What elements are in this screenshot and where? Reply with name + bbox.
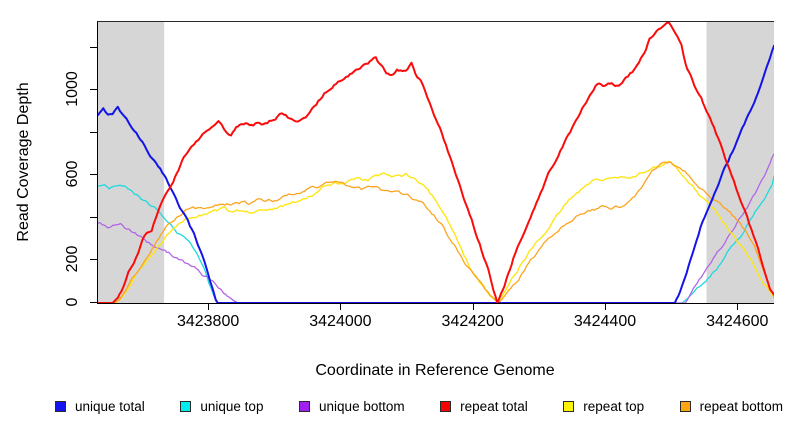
series-line-unique-bottom [98, 153, 774, 303]
legend-label: unique top [200, 399, 264, 414]
x-axis-tick [604, 303, 606, 310]
legend-label: repeat total [460, 399, 528, 414]
shaded-repeat-region [98, 22, 165, 303]
legend-swatch-icon [299, 401, 311, 412]
legend-label: repeat bottom [699, 399, 783, 414]
x-tick-label: 3424400 [573, 313, 637, 330]
legend-item: unique top [180, 399, 263, 414]
x-tick-label: 3424200 [441, 313, 504, 330]
legend-item: unique total [55, 399, 145, 414]
series-line-unique-total [98, 44, 774, 303]
x-axis-tick [340, 303, 342, 310]
y-axis-tick [90, 131, 97, 133]
y-axis-tick [90, 174, 97, 176]
y-tick-label: 200 [64, 246, 81, 273]
plot-area [97, 21, 774, 304]
y-tick-label: 1000 [64, 71, 81, 108]
legend-item: unique bottom [299, 399, 405, 414]
legend-swatch-icon [55, 401, 66, 412]
x-axis-tick [472, 303, 474, 310]
x-tick-label: 3423800 [176, 313, 240, 330]
legend-item: repeat bottom [679, 399, 783, 414]
series-line-repeat-bottom [98, 161, 774, 303]
legend: unique total unique top unique bottom repea… [55, 399, 783, 414]
y-axis-tick [90, 259, 97, 261]
y-axis-title: Read Coverage Depth [15, 82, 32, 242]
x-axis-tick [737, 303, 739, 310]
legend-swatch-icon [180, 401, 192, 412]
y-axis-tick [90, 46, 97, 48]
legend-item: repeat top [563, 399, 644, 414]
legend-swatch-icon [440, 401, 452, 412]
x-axis-tick [208, 303, 210, 310]
legend-label: repeat top [583, 399, 645, 414]
y-tick-label: 600 [64, 161, 81, 188]
shaded-repeat-region [706, 22, 774, 303]
legend-label: unique bottom [319, 399, 405, 414]
series-line-repeat-total [98, 22, 774, 303]
y-axis-tick [90, 89, 97, 91]
y-axis-tick [90, 216, 97, 218]
x-tick-label: 3424000 [309, 313, 372, 330]
legend-label: unique total [75, 399, 145, 414]
legend-swatch-icon [679, 401, 691, 412]
legend-swatch-icon [563, 401, 575, 412]
series-line-repeat-top [98, 160, 774, 303]
y-axis-tick [90, 302, 97, 303]
y-tick-label: 0 [64, 297, 81, 307]
coverage-lines-chart [98, 22, 774, 303]
x-tick-label: 3424600 [706, 313, 769, 330]
x-axis-title: Coordinate in Reference Genome [315, 362, 555, 379]
series-line-unique-top [98, 175, 774, 303]
legend-item: repeat total [440, 399, 528, 414]
